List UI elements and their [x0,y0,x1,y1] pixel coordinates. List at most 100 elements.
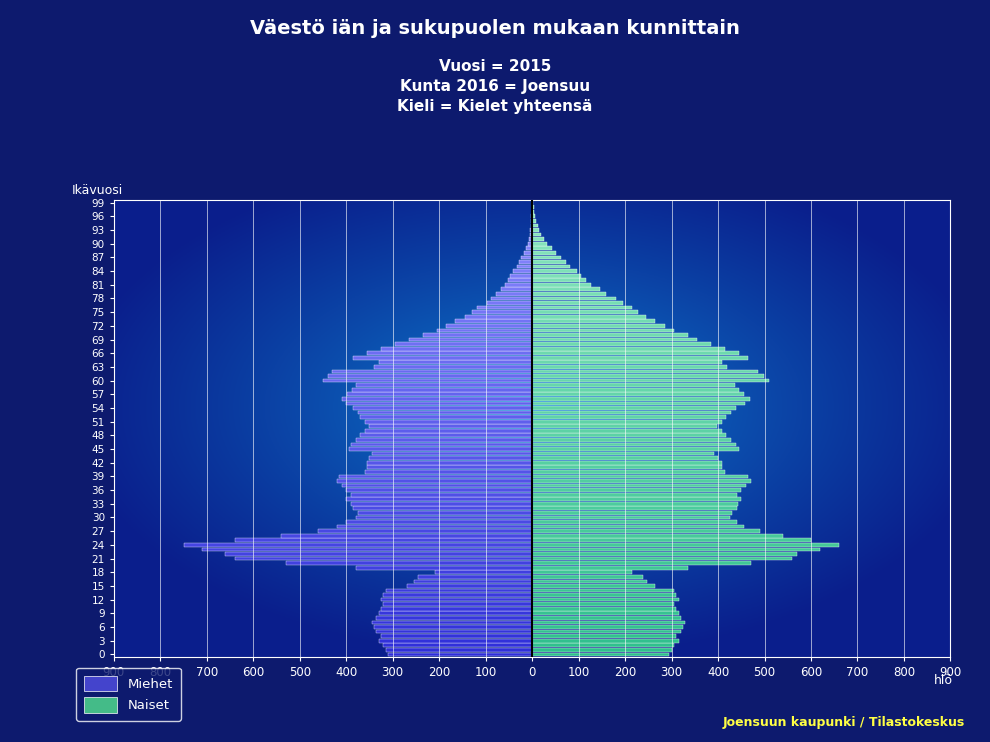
Bar [337,525,533,528]
Bar [319,529,533,533]
Bar [423,333,533,337]
Bar [418,575,533,579]
Bar [533,397,749,401]
Bar [533,516,730,519]
Bar [533,319,655,323]
Bar [533,210,534,214]
Bar [281,534,533,538]
Bar [533,520,737,524]
Text: Ikävuosi: Ikävuosi [71,183,123,197]
Bar [533,548,821,551]
Bar [533,365,728,369]
Bar [533,393,744,396]
Bar [517,265,533,269]
Bar [357,410,533,414]
Bar [226,552,533,556]
Bar [347,393,533,396]
Bar [533,598,678,602]
Bar [346,401,533,405]
Bar [533,388,740,392]
Bar [350,502,533,505]
Bar [533,643,674,647]
Bar [533,593,676,597]
Bar [533,507,737,510]
Bar [529,237,533,241]
Bar [533,260,565,264]
Bar [533,539,811,542]
Text: hlö: hlö [934,674,952,687]
Bar [533,461,722,464]
Bar [235,556,533,560]
Bar [531,228,533,232]
Bar [533,228,540,232]
Bar [533,329,674,332]
Bar [508,278,533,282]
Bar [364,429,533,433]
Bar [477,306,533,309]
Bar [533,443,736,447]
Bar [533,630,681,634]
Bar [533,652,669,656]
Bar [530,233,533,237]
Bar [533,525,743,528]
Bar [386,588,533,592]
Bar [533,420,722,424]
Bar [533,283,591,286]
Bar [533,206,534,209]
Bar [533,479,750,483]
Bar [533,484,745,487]
Bar [372,452,533,456]
Bar [346,520,533,524]
Bar [414,580,533,583]
Bar [533,552,797,556]
Bar [376,616,533,620]
Bar [533,223,538,227]
Bar [386,648,533,651]
Bar [364,420,533,424]
Bar [455,319,533,323]
Text: Kieli = Kielet yhteensä: Kieli = Kielet yhteensä [397,99,593,114]
Bar [381,347,533,350]
Text: Joensuun kaupunki / Tilastokeskus: Joensuun kaupunki / Tilastokeskus [723,715,965,729]
Bar [353,507,533,510]
Bar [533,639,678,643]
Bar [533,384,735,387]
Bar [533,475,748,479]
Bar [533,324,664,328]
Bar [533,406,736,410]
Bar [471,310,533,314]
Bar [533,233,542,237]
Bar [531,223,533,227]
Bar [533,566,688,570]
Bar [381,634,533,638]
Bar [533,246,551,250]
Bar [533,611,678,615]
Bar [533,429,722,433]
Bar [337,479,533,483]
Bar [533,370,758,373]
Bar [533,274,581,278]
Bar [342,397,533,401]
Bar [533,447,739,451]
Bar [533,378,769,382]
Bar [346,488,533,492]
Text: Väestö iän ja sukupuolen mukaan kunnittain: Väestö iän ja sukupuolen mukaan kunnitta… [250,19,740,38]
Text: Vuosi = 2015: Vuosi = 2015 [439,59,551,74]
Bar [381,607,533,611]
Bar [346,497,533,501]
Bar [364,470,533,473]
Bar [533,214,535,218]
Bar [533,543,839,547]
Bar [533,452,715,456]
Bar [533,626,683,629]
Bar [533,315,646,318]
Bar [286,561,533,565]
Bar [379,639,533,643]
Bar [533,338,697,341]
Bar [519,260,533,264]
Bar [202,548,533,551]
Bar [381,598,533,602]
Bar [533,493,737,496]
Bar [350,443,533,447]
Bar [533,356,748,360]
